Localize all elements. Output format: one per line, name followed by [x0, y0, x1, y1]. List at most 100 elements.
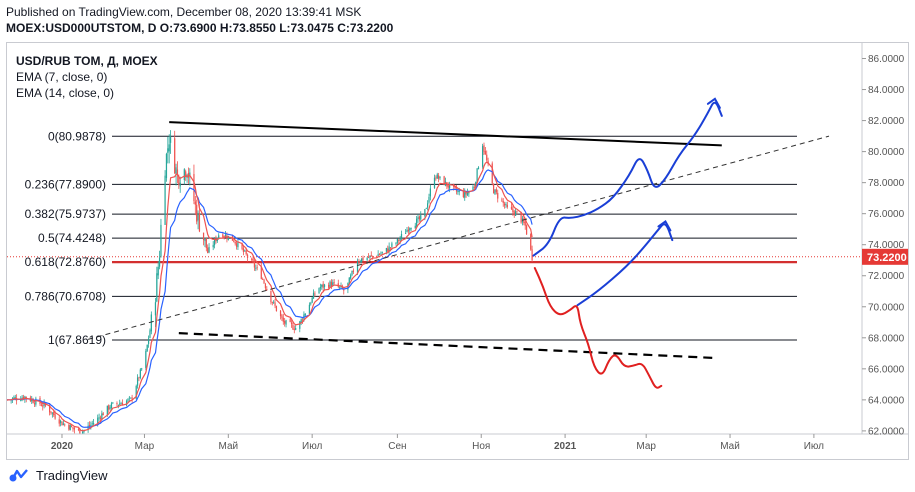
- candle-body: [531, 249, 533, 261]
- candle-body: [150, 314, 152, 332]
- candle-body: [72, 427, 74, 429]
- candle-body: [158, 257, 161, 267]
- candle-body: [176, 169, 179, 175]
- candle-body: [81, 431, 84, 434]
- x-tick-label: Сен: [388, 441, 406, 452]
- candle-body: [110, 403, 113, 409]
- candle-body: [281, 315, 283, 319]
- candle-body: [53, 411, 55, 415]
- candle-body: [154, 302, 157, 316]
- candle-body: [491, 163, 493, 184]
- candle-body: [244, 250, 246, 252]
- candle-body: [157, 266, 159, 276]
- candle-body: [398, 239, 400, 241]
- candle-body: [69, 425, 71, 431]
- candle-body: [117, 404, 119, 406]
- candle-body: [58, 419, 60, 424]
- candle-body: [90, 424, 92, 426]
- x-tick-label: Май: [219, 441, 239, 452]
- y-tick-label: 78.0000: [868, 178, 905, 189]
- candle-body: [218, 235, 220, 239]
- candle-body: [447, 185, 449, 188]
- trendline-1: [169, 121, 722, 147]
- candle-body: [101, 413, 103, 420]
- candle-body: [497, 192, 499, 199]
- candle-body: [410, 228, 412, 229]
- candle-body: [466, 192, 469, 196]
- fib-level-label: 1(67.8619): [48, 333, 106, 347]
- candle-body: [513, 211, 515, 216]
- candle-body: [406, 229, 408, 233]
- candle-body: [175, 167, 177, 174]
- candle-body: [366, 257, 368, 260]
- tradingview-logo-icon[interactable]: [8, 467, 30, 483]
- candle-body: [92, 423, 95, 425]
- candle-body: [428, 196, 430, 203]
- x-tick-label: 2021: [554, 441, 577, 452]
- candle-body: [183, 169, 185, 181]
- candle-body: [141, 368, 143, 370]
- y-tick-label: 74.0000: [868, 240, 905, 251]
- candle-body: [420, 215, 422, 220]
- candle-body: [223, 236, 225, 238]
- candle-body: [449, 183, 451, 189]
- candle-body: [98, 417, 100, 419]
- candle-body: [301, 319, 304, 321]
- candle-body: [178, 176, 180, 185]
- candle-body: [50, 411, 52, 414]
- candle-body: [362, 257, 364, 261]
- legend-ema14[interactable]: EMA (14, close, 0): [16, 86, 115, 100]
- scenario-path-bullish-2: [576, 223, 674, 307]
- candle-body: [234, 242, 236, 244]
- candle-body: [425, 208, 427, 209]
- candle-body: [119, 403, 121, 405]
- candle-body: [435, 177, 437, 179]
- candle-body: [284, 320, 286, 324]
- candle-body: [516, 210, 518, 212]
- candle-body: [351, 270, 353, 275]
- y-tick-label: 68.0000: [868, 333, 905, 344]
- y-tick-label: 66.0000: [868, 364, 905, 375]
- fib-level-label: 0.618(72.8760): [25, 255, 106, 269]
- candle-body: [462, 191, 464, 198]
- candle-body: [358, 261, 360, 263]
- candle-body: [262, 279, 264, 280]
- x-tick-label: Июл: [302, 441, 322, 452]
- candle-body: [409, 228, 411, 231]
- candle-body: [149, 330, 151, 338]
- candle-body: [400, 233, 403, 238]
- candle-body: [61, 421, 63, 426]
- candle-body: [300, 319, 302, 323]
- candle-body: [145, 351, 147, 368]
- candle-body: [292, 324, 294, 330]
- candle-body: [44, 403, 47, 406]
- candle-body: [91, 423, 93, 425]
- candle-body: [290, 322, 293, 325]
- candle-body: [503, 203, 506, 206]
- candle-body: [165, 153, 168, 179]
- trendline-2: [87, 135, 830, 340]
- candle-body: [495, 189, 497, 193]
- tradingview-brand[interactable]: TradingView: [36, 467, 108, 483]
- candle-body: [407, 229, 410, 232]
- x-tick-label: Мар: [636, 441, 656, 452]
- candle-body: [350, 275, 352, 279]
- candle-body: [502, 201, 504, 203]
- scenario-path-bearish: [533, 267, 663, 389]
- candle-body: [25, 396, 27, 399]
- candle-body: [443, 176, 445, 186]
- candle-body: [102, 413, 104, 416]
- candle-body: [416, 218, 418, 227]
- candle-body: [433, 177, 436, 188]
- candle-body: [242, 248, 245, 252]
- y-tick-label: 86.0000: [868, 54, 905, 65]
- legend-ema7[interactable]: EMA (7, close, 0): [16, 70, 108, 84]
- candle-body: [304, 313, 306, 316]
- candle-body: [486, 154, 488, 161]
- candle-body: [367, 256, 370, 258]
- candle-body: [233, 240, 235, 242]
- legend-symbol[interactable]: USD/RUB TOM, Д, MOEX: [16, 54, 158, 68]
- candle-body: [506, 204, 508, 207]
- fib-level-label: 0.5(74.4248): [38, 231, 106, 245]
